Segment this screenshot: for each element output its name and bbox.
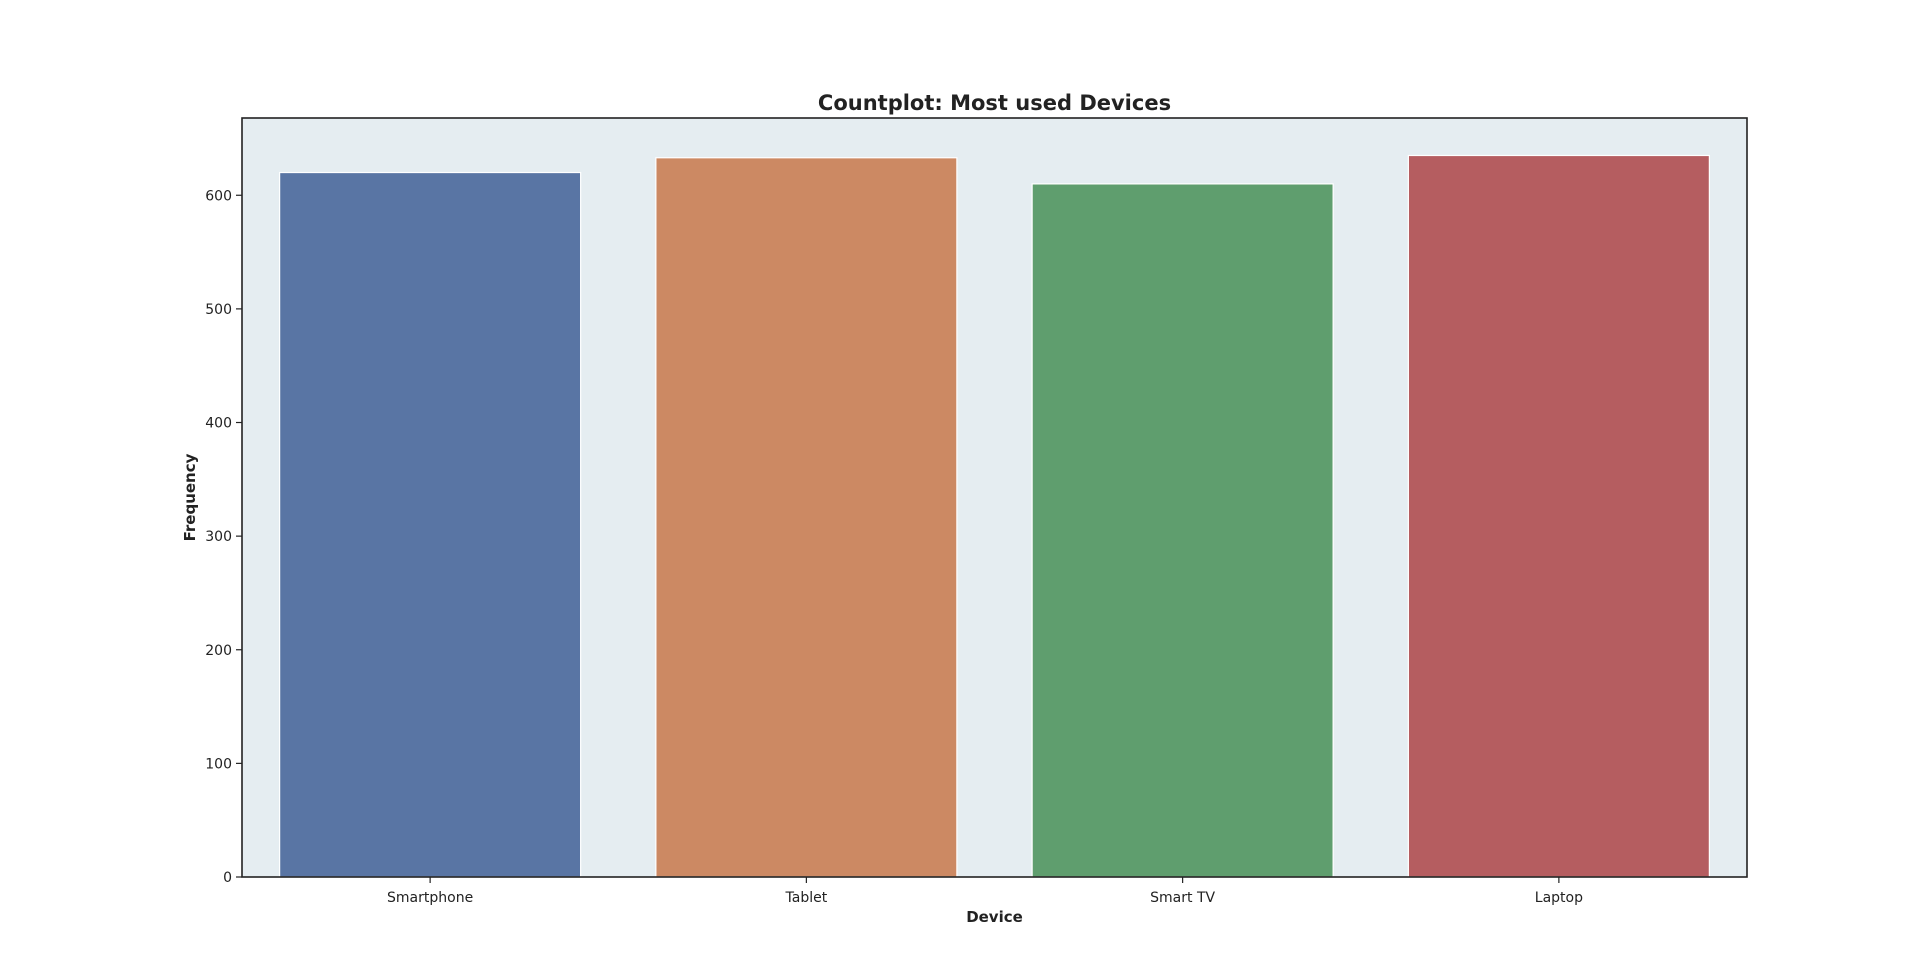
bars-group [279,154,1710,878]
x-tick-label: Smart TV [1150,890,1215,906]
y-axis-label: Frequency [181,453,199,541]
bar-laptop [1407,154,1710,878]
x-axis-label: Device [966,908,1023,926]
x-tick-label: Tablet [785,890,828,906]
x-tick-label: Laptop [1535,890,1583,906]
y-tick-label: 0 [223,870,232,886]
y-tick-label: 300 [205,529,232,545]
y-tick-label: 600 [205,188,232,204]
bar-smartphone [279,171,582,878]
x-axis: Smartphone Tablet Smart TV Laptop [387,877,1583,906]
y-axis: 0 100 200 300 400 500 600 [205,188,242,886]
bar-tablet [655,157,958,878]
y-tick-label: 200 [205,643,232,659]
bar-smart-tv [1031,183,1334,878]
y-tick-label: 100 [205,756,232,772]
y-tick-label: 500 [205,302,232,318]
x-tick-label: Smartphone [387,890,473,906]
chart-title: Countplot: Most used Devices [818,91,1171,115]
plot-frame [241,117,1748,878]
y-tick-label: 400 [205,416,232,432]
